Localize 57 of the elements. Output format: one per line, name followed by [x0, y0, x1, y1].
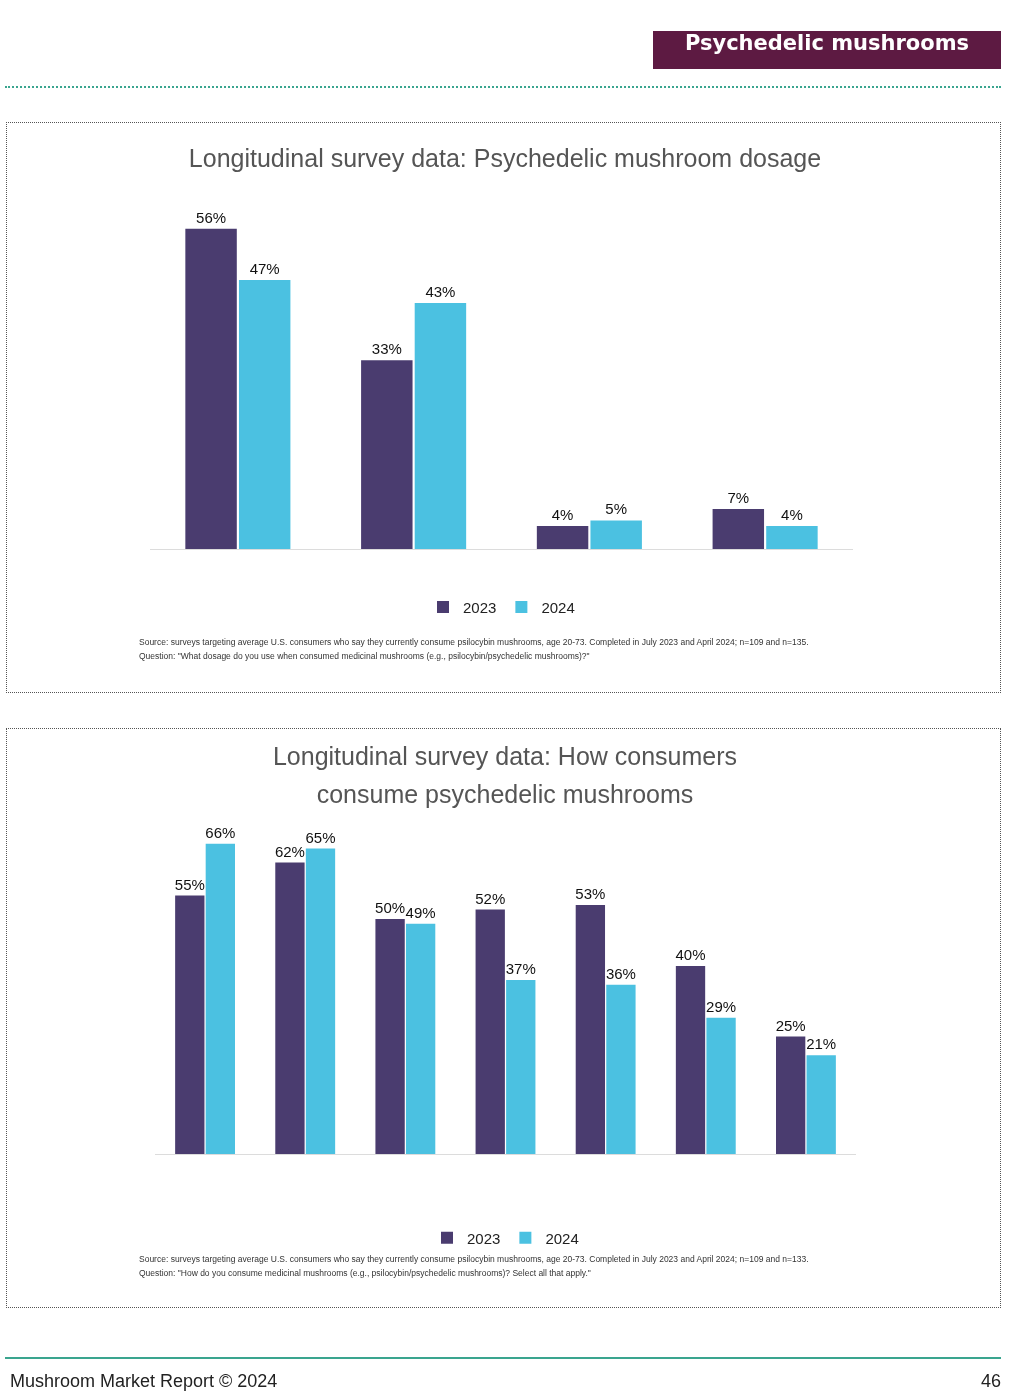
chart-title: Longitudinal survey data: How consumers consume psychedelic mushrooms — [271, 741, 739, 810]
bar — [506, 980, 536, 1154]
data-label: 53% — [575, 884, 606, 902]
bar — [706, 1017, 736, 1154]
bar — [375, 919, 405, 1154]
legend-label: 2023 — [463, 598, 497, 616]
legend-label: 2024 — [545, 1229, 579, 1247]
bar — [536, 526, 589, 549]
legend-label: 2024 — [541, 598, 575, 616]
source-note: Source: surveys targeting average U.S. consumers who say they currently consume psilocybin mushrooms, age 20-73. Completed in July 2023 and April 2024; n=109 and n=135. — [139, 636, 810, 649]
bar — [766, 526, 818, 549]
data-label: 36% — [605, 964, 636, 982]
data-label: 5% — [605, 500, 628, 518]
chart-title: Longitudinal survey data: Psychedelic mushroom dosage — [187, 143, 823, 174]
legend-label: 2023 — [467, 1229, 501, 1247]
data-label: 40% — [675, 946, 706, 964]
data-label: 29% — [706, 997, 737, 1015]
text: Psychedelic mushrooms — [653, 31, 1001, 69]
bar — [712, 508, 765, 549]
data-label: 37% — [505, 960, 536, 978]
data-label: 47% — [249, 260, 280, 278]
data-label: 21% — [806, 1035, 837, 1053]
source-note: Source: surveys targeting average U.S. consumers who say they currently consume psilocybin mushrooms, age 20-73. Completed in July 2023 and April 2024; n=109 and n=133. — [139, 1253, 810, 1266]
bar — [305, 848, 336, 1154]
bar — [475, 909, 505, 1154]
data-label: 7% — [727, 488, 750, 506]
bar — [606, 984, 636, 1154]
bar — [275, 862, 305, 1154]
data-label: 52% — [475, 889, 506, 907]
bar — [238, 280, 291, 549]
bar — [590, 520, 642, 549]
data-label: 65% — [305, 828, 336, 846]
data-label: 43% — [425, 283, 456, 300]
text: Question: "How do you consume medicinal mushrooms (e.g., psilocybin/psychedelic mushrooms)? Select all that apply." — [139, 1267, 592, 1280]
data-label: 66% — [205, 823, 236, 841]
data-label: 50% — [375, 899, 406, 917]
bar — [185, 228, 237, 549]
bar — [361, 360, 413, 549]
bar — [414, 303, 467, 549]
data-label: 55% — [174, 875, 205, 893]
bar — [776, 1036, 806, 1154]
bar — [575, 904, 606, 1154]
text: Mushroom Market Report © 2024 — [10, 1371, 278, 1392]
bar — [175, 895, 205, 1154]
bar — [205, 843, 235, 1154]
text: Question: "What dosage do you use when consumed medicinal mushrooms (e.g., psilocybin/psychedelic mushrooms)?" — [139, 650, 591, 663]
data-label: 4% — [551, 506, 574, 524]
data-label: 25% — [775, 1016, 806, 1034]
bar — [405, 923, 436, 1154]
data-label: 33% — [371, 340, 402, 358]
bar — [675, 966, 706, 1154]
data-label: 49% — [405, 903, 436, 921]
data-label: 56% — [196, 208, 227, 226]
data-label: 4% — [781, 506, 803, 524]
text: 46 — [980, 1371, 1001, 1392]
data-label: 62% — [274, 842, 305, 860]
bar — [806, 1055, 836, 1154]
